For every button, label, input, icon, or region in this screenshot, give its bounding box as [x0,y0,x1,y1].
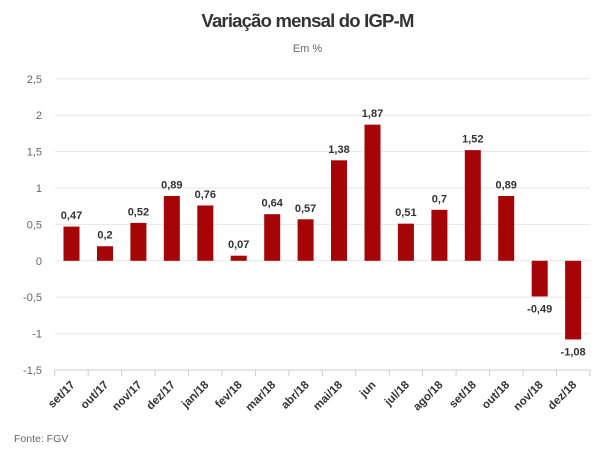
svg-text:0: 0 [36,256,42,268]
svg-text:0,52: 0,52 [128,206,149,218]
svg-text:0,2: 0,2 [97,230,112,242]
svg-text:ago/18: ago/18 [411,379,446,414]
svg-text:mai/18: mai/18 [311,379,345,413]
svg-text:1,38: 1,38 [328,144,349,156]
svg-text:-0,5: -0,5 [23,292,42,304]
svg-text:0,51: 0,51 [395,207,416,219]
svg-text:0,57: 0,57 [295,203,316,215]
svg-text:jun: jun [357,379,378,400]
svg-text:1,5: 1,5 [27,147,42,159]
svg-text:out/18: out/18 [480,379,513,412]
svg-text:out/17: out/17 [79,379,111,411]
svg-text:2: 2 [36,110,42,122]
svg-text:jan/18: jan/18 [179,379,212,412]
svg-text:nov/17: nov/17 [110,379,144,413]
svg-text:-1,5: -1,5 [23,365,42,377]
svg-text:dez/18: dez/18 [546,379,580,413]
svg-text:0,76: 0,76 [195,189,216,201]
svg-text:0,89: 0,89 [161,180,182,192]
svg-text:0,5: 0,5 [27,219,42,231]
svg-text:jul/18: jul/18 [382,379,412,409]
svg-text:-1,08: -1,08 [561,346,586,358]
svg-text:-0,49: -0,49 [527,304,552,316]
svg-text:0,7: 0,7 [432,193,447,205]
svg-text:0,89: 0,89 [495,180,516,192]
svg-text:dez/17: dez/17 [145,379,178,412]
svg-text:set/17: set/17 [46,379,78,411]
svg-text:1: 1 [36,183,42,195]
svg-text:2,5: 2,5 [27,74,42,86]
svg-text:1,52: 1,52 [462,134,483,146]
svg-text:fev/18: fev/18 [213,379,245,411]
svg-text:0,47: 0,47 [61,210,82,222]
svg-text:set/18: set/18 [447,379,479,411]
svg-text:mar/18: mar/18 [244,379,279,414]
svg-text:abr/18: abr/18 [279,379,312,412]
svg-text:1,87: 1,87 [362,108,383,120]
svg-text:nov/18: nov/18 [512,379,547,414]
svg-text:-1: -1 [32,329,42,341]
svg-text:0,64: 0,64 [261,198,283,210]
svg-text:0,07: 0,07 [228,239,249,251]
